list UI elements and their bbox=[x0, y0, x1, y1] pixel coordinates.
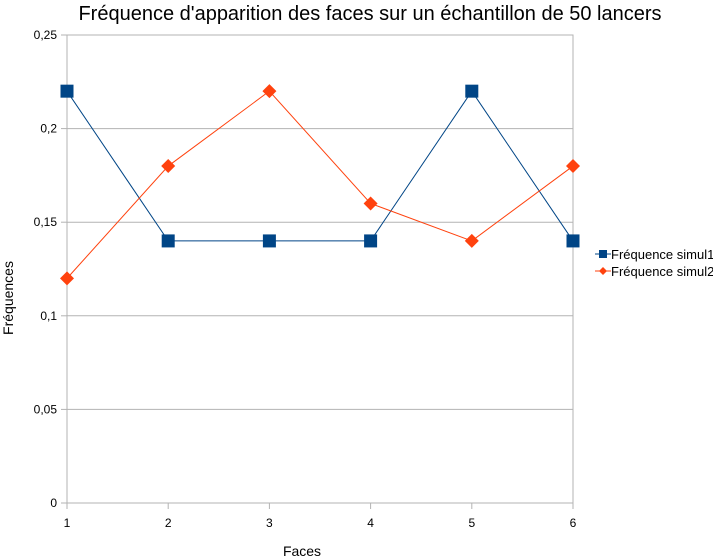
legend-marker bbox=[599, 250, 607, 258]
grid bbox=[67, 34, 573, 504]
data-point bbox=[161, 234, 175, 248]
data-point bbox=[364, 234, 378, 248]
legend-label: Fréquence simul1 bbox=[611, 247, 713, 262]
legend-marker bbox=[599, 267, 607, 275]
x-tick-label: 1 bbox=[64, 516, 71, 530]
data-point bbox=[60, 84, 74, 98]
legend-label: Fréquence simul2 bbox=[611, 264, 713, 279]
legend-entry: Fréquence simul2 bbox=[595, 264, 713, 279]
data-point bbox=[566, 234, 580, 248]
data-point bbox=[465, 84, 479, 98]
data-point bbox=[464, 233, 479, 248]
y-tick-label: 0,05 bbox=[34, 402, 58, 416]
series-1 bbox=[60, 84, 580, 248]
y-tick-label: 0,15 bbox=[34, 215, 58, 229]
y-tick-label: 0,25 bbox=[34, 28, 58, 42]
data-point bbox=[60, 271, 74, 286]
x-tick-label: 6 bbox=[570, 516, 577, 530]
y-axis-title: Fréquences bbox=[0, 261, 16, 335]
data-point bbox=[363, 196, 378, 211]
x-tick-label: 5 bbox=[468, 516, 475, 530]
y-axis: 0 0,05 0,1 0,15 0,2 0,25 bbox=[34, 28, 67, 510]
x-tick-label: 4 bbox=[367, 516, 374, 530]
series-line bbox=[66, 90, 574, 279]
data-point bbox=[566, 159, 580, 174]
series-2 bbox=[60, 84, 580, 286]
data-point bbox=[262, 84, 277, 99]
y-tick-label: 0,1 bbox=[40, 309, 57, 323]
y-tick-label: 0 bbox=[50, 496, 57, 510]
x-axis: 1 2 3 4 5 6 bbox=[64, 503, 577, 530]
chart-title: Fréquence d'apparition des faces sur un … bbox=[78, 3, 661, 25]
data-point bbox=[161, 159, 176, 174]
plot-area bbox=[66, 34, 574, 504]
x-tick-label: 3 bbox=[266, 516, 273, 530]
x-tick-label: 2 bbox=[165, 516, 172, 530]
series-layer bbox=[60, 84, 580, 286]
series-line bbox=[66, 90, 574, 242]
x-axis-title: Faces bbox=[283, 543, 321, 559]
legend: Fréquence simul1 Fréquence simul2 bbox=[595, 247, 713, 279]
data-point bbox=[262, 234, 276, 248]
legend-entry: Fréquence simul1 bbox=[595, 247, 713, 262]
y-tick-label: 0,2 bbox=[40, 122, 57, 136]
